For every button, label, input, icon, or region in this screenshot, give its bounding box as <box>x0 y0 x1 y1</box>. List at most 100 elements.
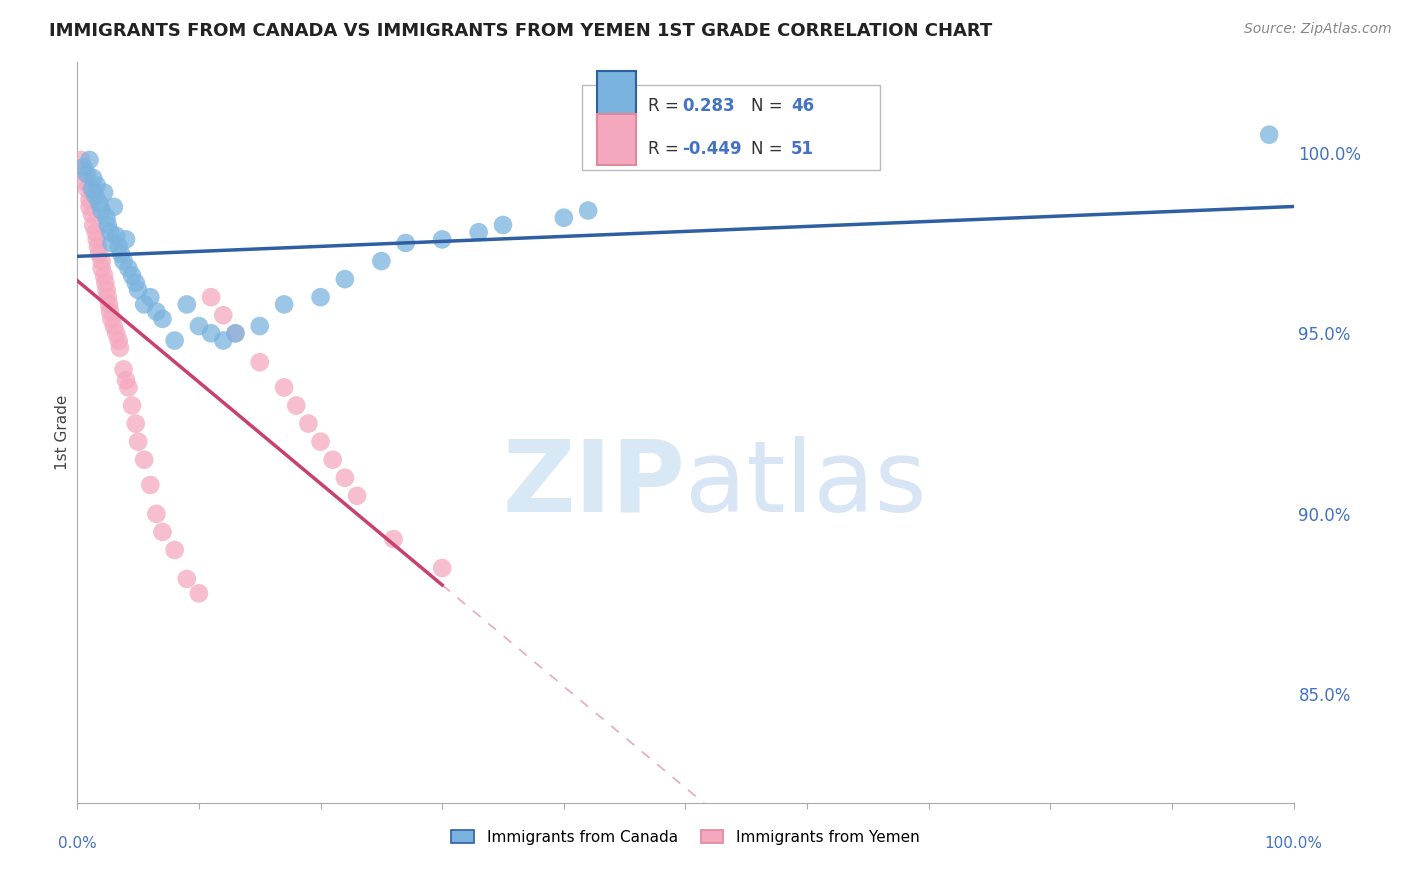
Point <box>100 311 122 326</box>
Point <box>86 232 108 246</box>
Text: IMMIGRANTS FROM CANADA VS IMMIGRANTS FROM YEMEN 1ST GRADE CORRELATION CHART: IMMIGRANTS FROM CANADA VS IMMIGRANTS FRO… <box>49 22 993 40</box>
Point <box>98 304 121 318</box>
Point <box>152 524 174 539</box>
Point <box>84 225 107 239</box>
Point <box>79 193 101 207</box>
Point <box>188 319 211 334</box>
Point <box>370 254 392 268</box>
Point <box>212 334 235 348</box>
Point <box>322 452 344 467</box>
Point <box>121 268 143 283</box>
Point <box>176 572 198 586</box>
Point <box>152 311 174 326</box>
Text: ZIP: ZIP <box>502 436 686 533</box>
Point <box>93 268 115 283</box>
Point <box>134 452 156 467</box>
Point <box>87 239 110 253</box>
Point <box>90 203 112 218</box>
Text: N =: N = <box>751 139 787 158</box>
Point <box>96 283 118 297</box>
Point <box>382 532 405 546</box>
Point <box>76 182 98 196</box>
Point <box>163 334 186 348</box>
Point <box>467 225 489 239</box>
Legend: Immigrants from Canada, Immigrants from Yemen: Immigrants from Canada, Immigrants from … <box>446 823 925 851</box>
Point <box>121 399 143 413</box>
Point <box>145 507 167 521</box>
Point <box>112 362 135 376</box>
Point <box>145 304 167 318</box>
FancyBboxPatch shape <box>596 113 636 165</box>
Point <box>90 254 112 268</box>
Point <box>200 290 222 304</box>
Point <box>430 561 453 575</box>
Point <box>103 200 125 214</box>
Point <box>309 434 332 449</box>
Point <box>105 228 128 243</box>
Point <box>285 399 308 413</box>
Point <box>90 261 112 276</box>
Text: 46: 46 <box>792 97 814 115</box>
Point <box>84 189 107 203</box>
Point <box>115 373 138 387</box>
Text: 0.0%: 0.0% <box>58 836 97 851</box>
Point <box>89 247 111 261</box>
Point <box>188 586 211 600</box>
Point <box>553 211 575 225</box>
Point <box>163 543 186 558</box>
Point <box>212 308 235 322</box>
Point <box>249 319 271 334</box>
Point <box>72 163 94 178</box>
Point <box>224 326 246 341</box>
Point <box>80 182 103 196</box>
Point <box>110 247 132 261</box>
FancyBboxPatch shape <box>596 71 636 123</box>
Point <box>134 297 156 311</box>
Point <box>112 254 135 268</box>
Point <box>79 153 101 167</box>
Point <box>125 276 148 290</box>
Point <box>89 196 111 211</box>
Point <box>107 239 129 253</box>
Point <box>97 297 120 311</box>
Point <box>82 218 104 232</box>
Point <box>103 319 125 334</box>
Point <box>224 326 246 341</box>
Point <box>94 276 117 290</box>
Text: R =: R = <box>648 97 683 115</box>
Point <box>249 355 271 369</box>
Point <box>139 290 162 304</box>
Text: R =: R = <box>648 139 683 158</box>
Point <box>97 218 120 232</box>
Point <box>576 203 599 218</box>
Point <box>115 232 138 246</box>
Point <box>309 290 332 304</box>
Point <box>98 225 121 239</box>
Text: Source: ZipAtlas.com: Source: ZipAtlas.com <box>1244 22 1392 37</box>
Point <box>125 417 148 431</box>
Point <box>346 489 368 503</box>
Point <box>127 434 149 449</box>
Point <box>395 235 418 250</box>
Text: 100.0%: 100.0% <box>1264 836 1323 851</box>
Point <box>333 471 356 485</box>
Point <box>72 160 94 174</box>
Y-axis label: 1st Grade: 1st Grade <box>55 395 70 470</box>
Text: N =: N = <box>751 97 787 115</box>
Point <box>70 153 93 167</box>
Point <box>93 186 115 200</box>
Point <box>76 168 98 182</box>
Text: atlas: atlas <box>686 436 927 533</box>
Point <box>297 417 319 431</box>
Point <box>139 478 162 492</box>
Point <box>492 218 515 232</box>
Point <box>86 178 108 193</box>
FancyBboxPatch shape <box>582 85 880 169</box>
Point <box>82 171 104 186</box>
Point <box>105 326 128 341</box>
Point <box>117 380 139 394</box>
Point <box>97 290 120 304</box>
Point <box>79 200 101 214</box>
Point <box>100 235 122 250</box>
Point <box>176 297 198 311</box>
